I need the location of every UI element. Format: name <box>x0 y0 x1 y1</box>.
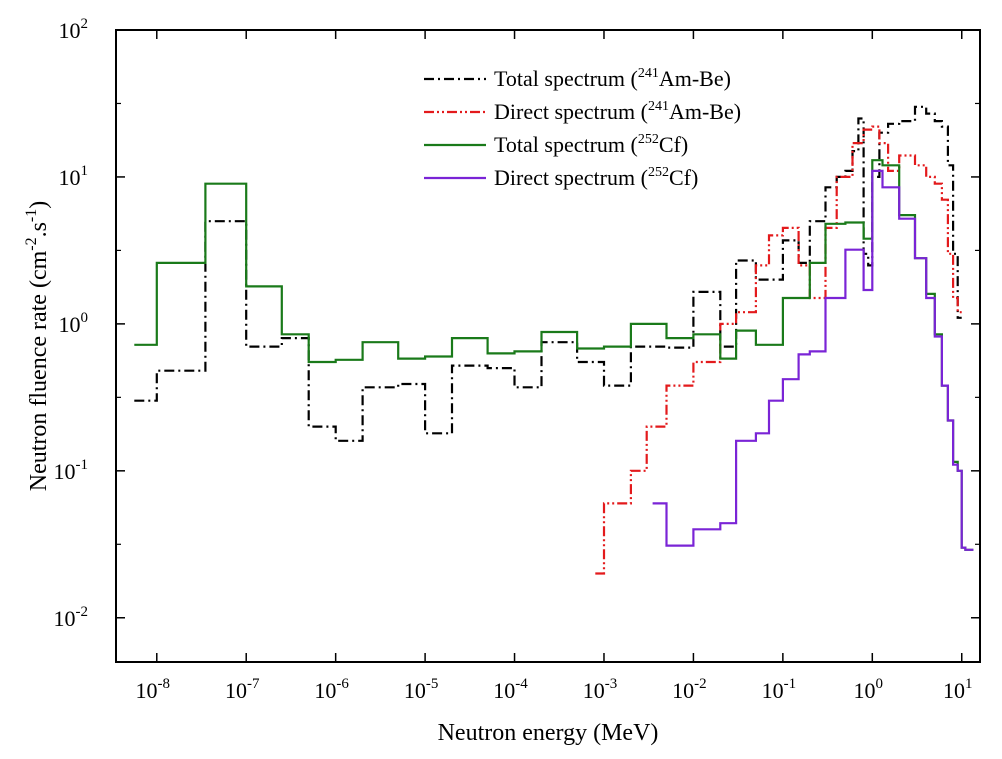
y-tick-label: 10-2 <box>54 604 89 631</box>
x-tick-label: 10-8 <box>136 676 171 703</box>
y-axis-title: Neutron fluence rate (cm-2.s-1) <box>23 201 52 492</box>
series-line-2 <box>595 125 962 575</box>
y-tick-label: 100 <box>59 310 89 337</box>
y-tick-label: 10-1 <box>54 457 89 484</box>
x-axis-title: Neutron energy (MeV) <box>438 720 659 746</box>
legend-label-2: Direct spectrum (241Am-Be) <box>494 99 741 124</box>
x-tick-label: 10-4 <box>493 676 528 703</box>
legend: Total spectrum (241Am-Be) Direct spectrum… <box>424 66 741 190</box>
legend-label-1: Total spectrum (241Am-Be) <box>494 66 731 91</box>
y-tick-label: 102 <box>59 16 89 43</box>
x-tick-labels: 10-8 10-7 10-6 10-5 10-4 10-3 10-2 10-1 100 101 <box>136 676 973 703</box>
series-line-3 <box>134 159 974 551</box>
x-tick-label: 10-1 <box>762 676 797 703</box>
x-tick-label: 10-6 <box>314 676 349 703</box>
y-tick-labels: 10-2 10-1 100 101 102 <box>54 16 89 631</box>
legend-label-4: Direct spectrum (252Cf) <box>494 165 698 190</box>
series-layer <box>134 105 974 575</box>
series-line-1 <box>134 105 962 442</box>
x-tick-label: 10-5 <box>404 676 439 703</box>
x-tick-label: 100 <box>854 676 884 703</box>
legend-label-3: Total spectrum (252Cf) <box>494 132 688 157</box>
x-tick-label: 10-2 <box>672 676 707 703</box>
plot-frame <box>115 29 981 663</box>
x-tick-label: 101 <box>943 676 973 703</box>
axis-ticks <box>116 29 980 662</box>
y-tick-label: 101 <box>59 163 89 190</box>
series-line-4 <box>652 169 974 551</box>
x-tick-label: 10-7 <box>225 676 260 703</box>
x-tick-label: 10-3 <box>583 676 618 703</box>
